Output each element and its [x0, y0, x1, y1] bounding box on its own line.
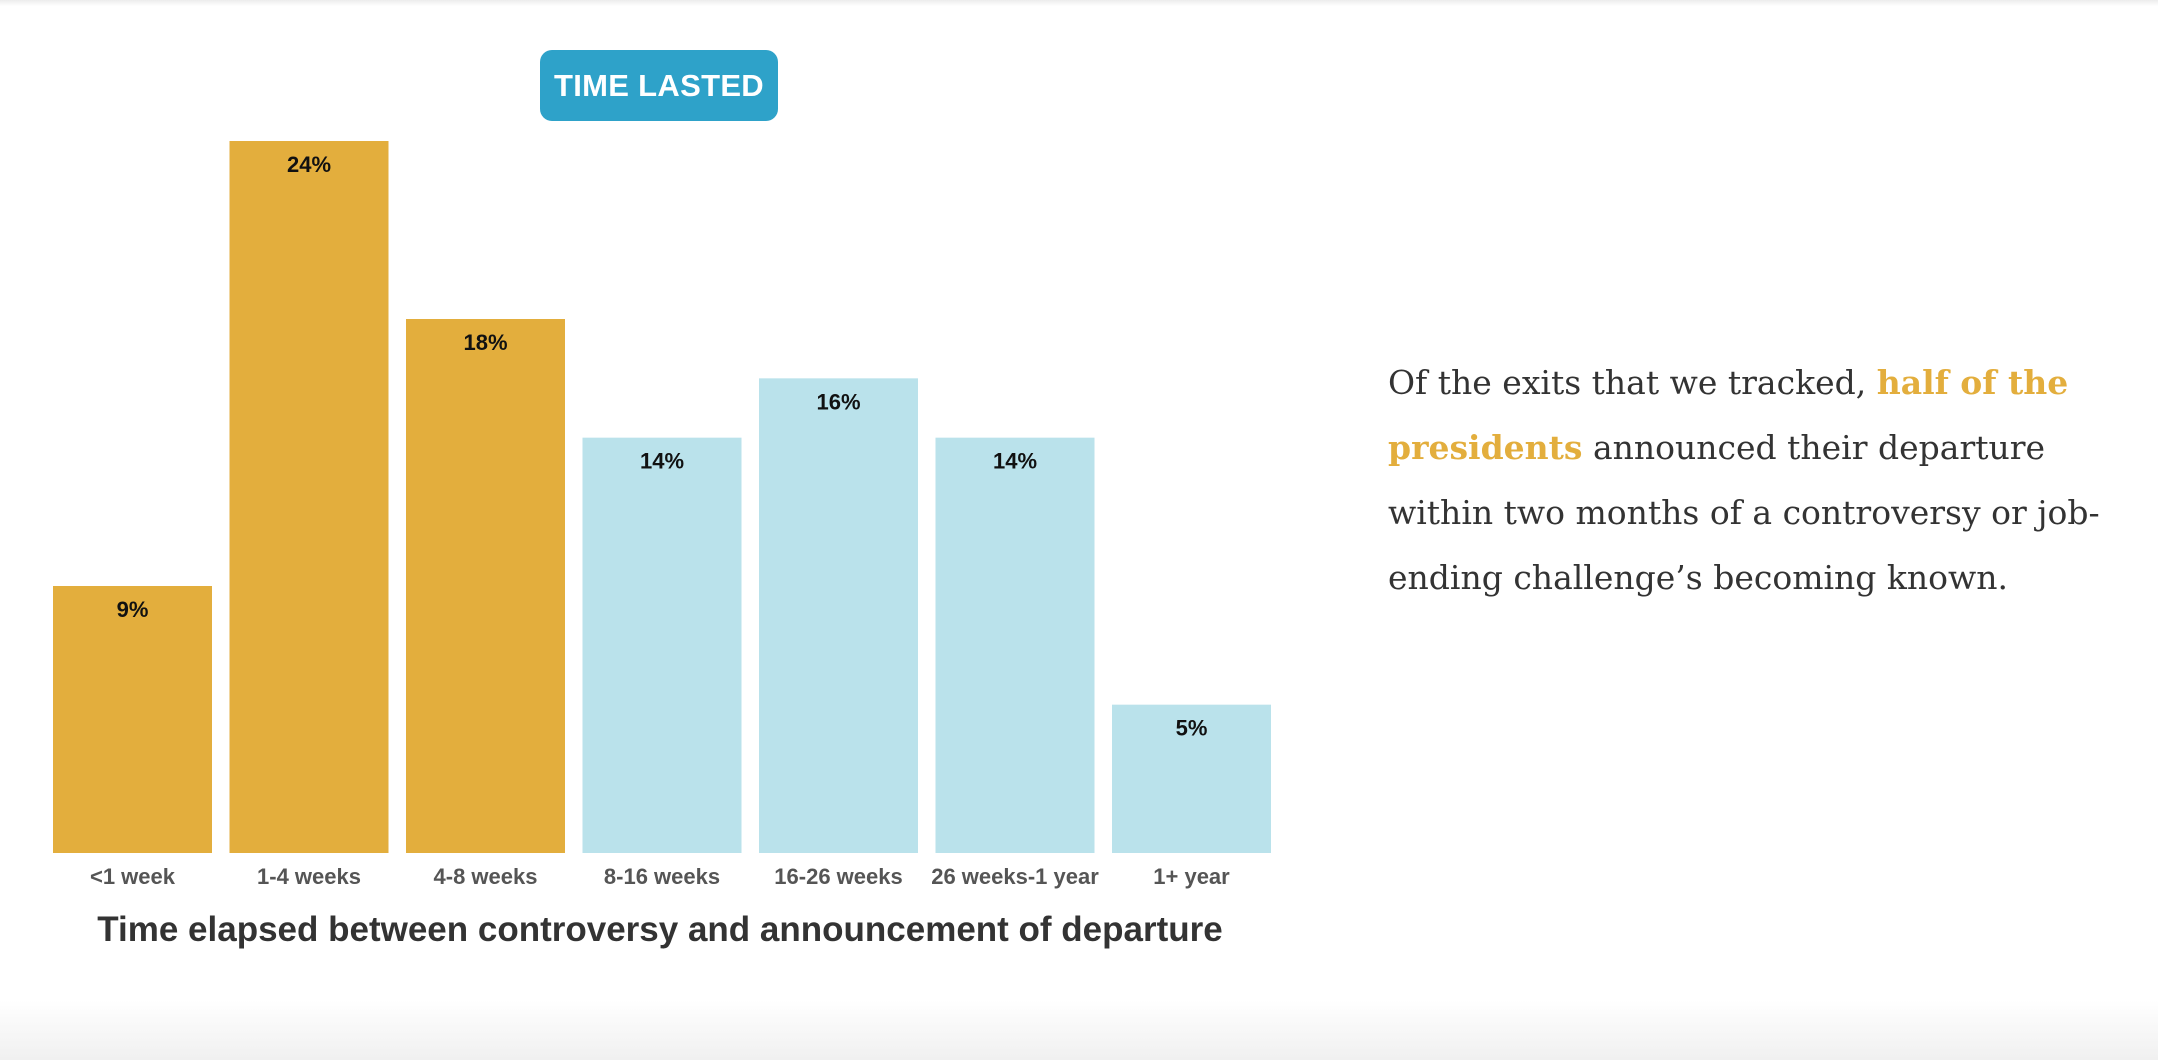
value-label-3: 14% [640, 449, 684, 474]
category-labels-layer: <1 week 1-4 weeks 4-8 weeks 8-16 weeks 16-26… [90, 864, 1230, 889]
time-lasted-badge: TIME LASTED [540, 50, 778, 121]
bar-4 [759, 378, 918, 853]
narrative-after: announced their departure within two mon… [1388, 428, 2100, 597]
value-label-6: 5% [1176, 716, 1208, 741]
value-labels-layer: 9% 24% 18% 14% 16% 14% 5% [117, 152, 1208, 741]
narrative-text: Of the exits that we tracked, half of th… [1388, 350, 2138, 610]
category-label-1: 1-4 weeks [257, 864, 361, 889]
bar-5 [935, 437, 1095, 853]
bars-layer [53, 141, 1271, 853]
narrative-highlight: half of the presidents [1388, 363, 2069, 467]
category-label-6: 1+ year [1153, 864, 1230, 889]
top-shade [0, 0, 2158, 6]
bar-6 [1112, 704, 1271, 853]
category-label-5: 26 weeks-1 year [931, 864, 1099, 889]
category-label-3: 8-16 weeks [604, 864, 720, 889]
narrative-before: Of the exits that we tracked, [1388, 363, 1877, 402]
bar-0 [53, 586, 212, 853]
value-label-1: 24% [287, 152, 331, 177]
bar-1 [229, 141, 389, 853]
value-label-0: 9% [117, 597, 149, 622]
bar-chart: 9% 24% 18% 14% 16% 14% 5% <1 week 1-4 weeks 4-8 … [53, 141, 1271, 889]
x-axis-title: Time elapsed between controversy and ann… [97, 910, 1223, 949]
value-label-2: 18% [463, 330, 507, 355]
category-label-0: <1 week [90, 864, 176, 889]
bar-2 [406, 319, 565, 853]
bottom-shade [0, 1000, 2158, 1060]
category-label-2: 4-8 weeks [434, 864, 538, 889]
bar-3 [582, 437, 742, 853]
value-label-4: 16% [816, 389, 860, 414]
category-label-4: 16-26 weeks [774, 864, 902, 889]
value-label-5: 14% [993, 449, 1037, 474]
